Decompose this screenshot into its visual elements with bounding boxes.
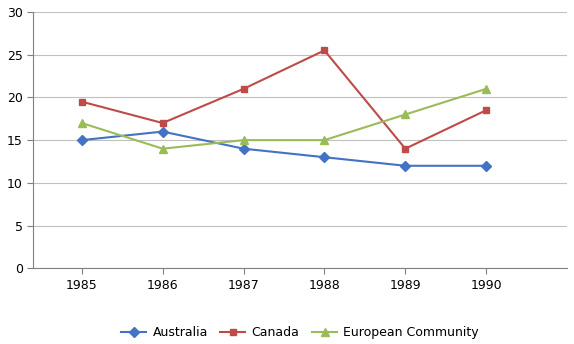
Line: Canada: Canada bbox=[78, 47, 490, 152]
European Community bbox=[240, 138, 247, 142]
Canada bbox=[321, 49, 328, 53]
Canada bbox=[483, 108, 490, 112]
Canada bbox=[402, 147, 409, 151]
Australia bbox=[240, 147, 247, 151]
European Community bbox=[402, 112, 409, 117]
Line: Australia: Australia bbox=[78, 128, 490, 169]
Line: European Community: European Community bbox=[77, 85, 490, 153]
Legend: Australia, Canada, European Community: Australia, Canada, European Community bbox=[117, 321, 484, 344]
Canada bbox=[159, 121, 166, 125]
European Community bbox=[321, 138, 328, 142]
Australia bbox=[483, 164, 490, 168]
Canada bbox=[240, 87, 247, 91]
European Community bbox=[159, 147, 166, 151]
Canada bbox=[78, 100, 85, 104]
European Community bbox=[78, 121, 85, 125]
Australia bbox=[321, 155, 328, 159]
Australia bbox=[78, 138, 85, 142]
European Community bbox=[483, 87, 490, 91]
Australia bbox=[402, 164, 409, 168]
Australia bbox=[159, 130, 166, 134]
